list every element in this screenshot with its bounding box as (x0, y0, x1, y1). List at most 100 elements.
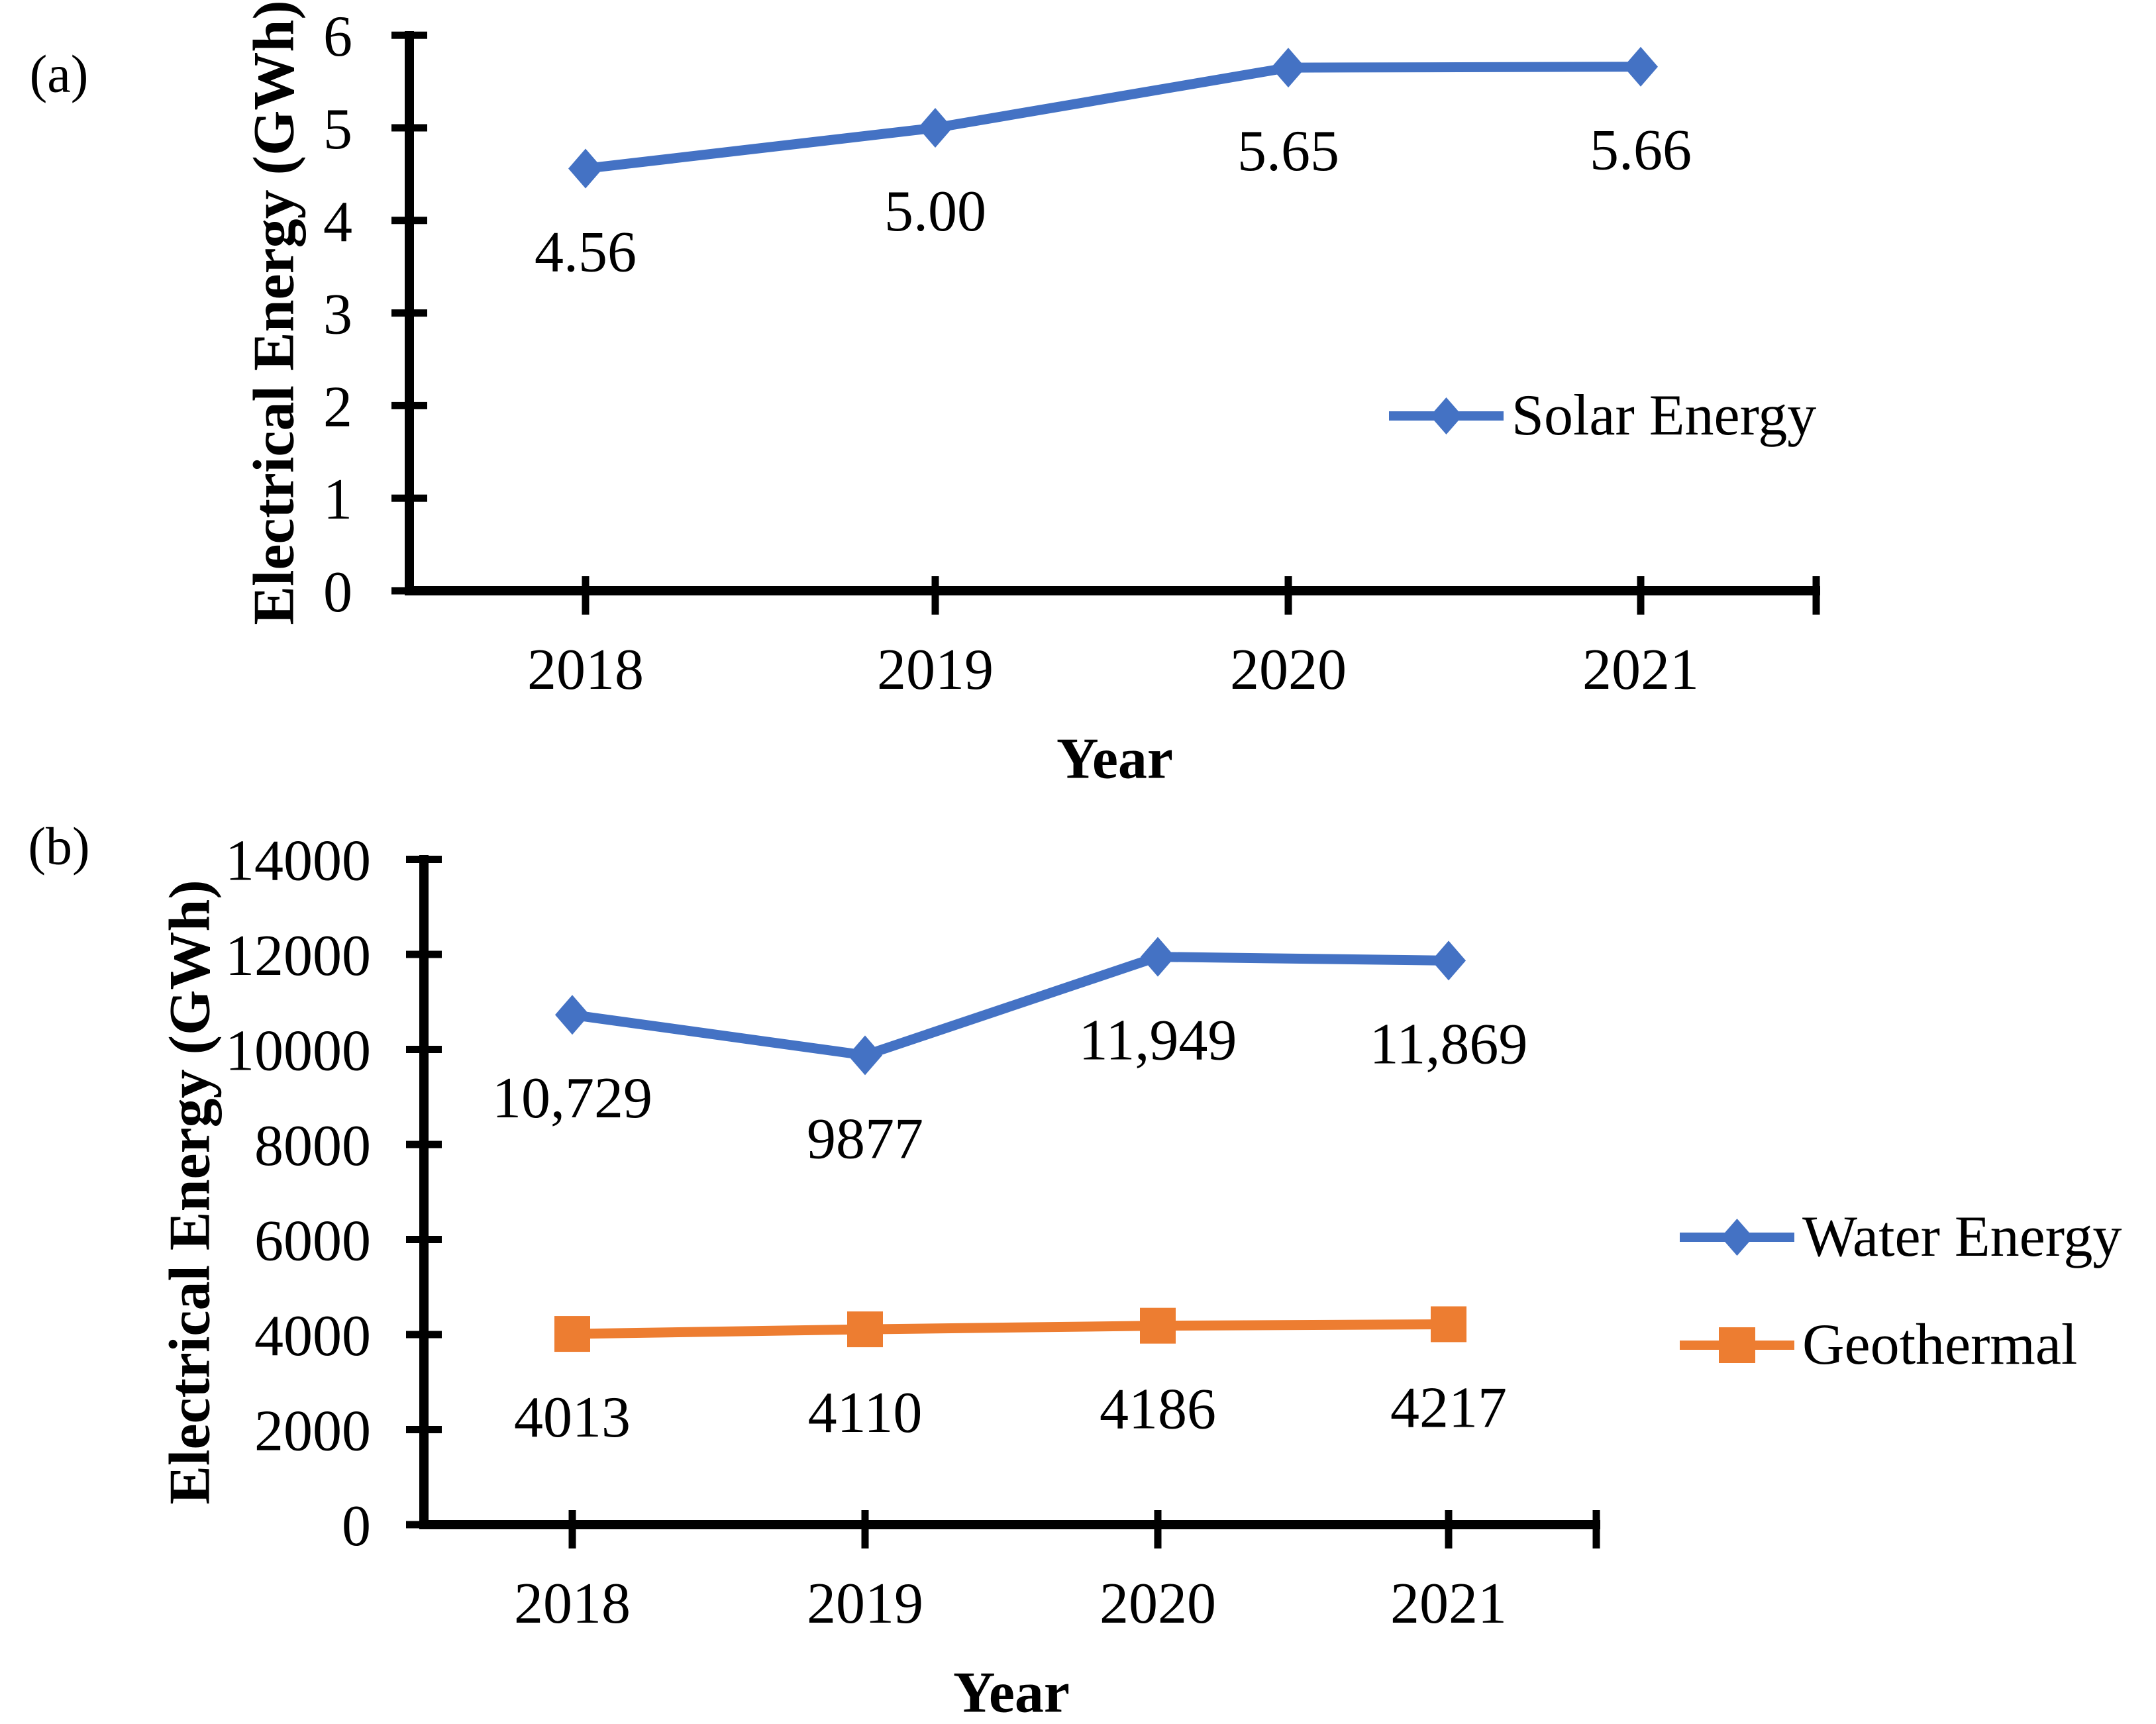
y-tick-b (406, 1046, 442, 1053)
y-tick-label-a: 4 (323, 190, 352, 254)
y-tick-label-b: 2000 (254, 1399, 371, 1464)
data-label: 4186 (1100, 1378, 1216, 1442)
diamond-marker (1141, 937, 1175, 977)
square-marker (554, 1316, 590, 1352)
data-label: 11,949 (1079, 1009, 1237, 1073)
x-tick-label-b: 2021 (1390, 1572, 1507, 1636)
y-tick-label-a: 0 (323, 560, 352, 625)
x-axis-end-tick-a (1812, 576, 1820, 615)
y-tick-a (391, 309, 427, 317)
panel-label-b: (b) (28, 817, 90, 876)
legend-label-water-energy: Water Energy (1802, 1205, 2122, 1269)
x-tick-a (931, 576, 939, 615)
y-tick-label-a: 6 (323, 5, 352, 69)
data-label: 10,729 (492, 1066, 652, 1131)
x-tick-label-b: 2020 (1100, 1572, 1216, 1636)
y-axis-line-b (419, 855, 429, 1529)
square-marker (1140, 1307, 1176, 1344)
x-tick-label-a: 2018 (527, 638, 644, 702)
x-tick-a (1284, 576, 1292, 615)
y-tick-b (406, 950, 442, 958)
x-axis-end-tick-b (1592, 1510, 1600, 1548)
x-axis-title-b: Year (953, 1660, 1070, 1724)
data-label: 4013 (514, 1386, 631, 1450)
legend-label-solar-energy: Solar Energy (1512, 383, 1817, 448)
y-axis-title-a: Electrical Energy (GWh) (242, 0, 307, 625)
x-axis-line-b (419, 1520, 1600, 1529)
y-tick-b (406, 1521, 442, 1529)
x-tick-label-a: 2019 (877, 638, 994, 702)
x-tick-a (1637, 576, 1645, 615)
series-water-energy: 10,729 9877 11,949 11,869 (492, 937, 1528, 1171)
diamond-marker (1623, 46, 1658, 87)
y-tick-label-a: 5 (323, 97, 352, 162)
y-tick-label-b: 8000 (254, 1114, 371, 1178)
y-tick-label-a: 1 (323, 468, 352, 532)
legend-item-solar-energy: Solar Energy (1389, 387, 1816, 445)
x-tick-b (1154, 1510, 1162, 1548)
x-tick-label-b: 2018 (514, 1572, 631, 1636)
y-tick-b (406, 856, 442, 863)
series-line (567, 952, 1454, 1060)
x-tick-b (1445, 1510, 1453, 1548)
y-tick-a (391, 217, 427, 225)
series-line (580, 62, 1646, 174)
x-axis-title-a: Year (1056, 727, 1173, 791)
panel-label-a: (a) (29, 45, 89, 104)
geothermal-square-marker-icon (1680, 1327, 1794, 1363)
series-line (567, 1319, 1454, 1339)
diamond-marker (1271, 48, 1306, 88)
diamond-marker (1431, 940, 1466, 981)
y-tick-b (406, 1236, 442, 1243)
x-axis-line-a (405, 586, 1820, 595)
series-geothermal: 4013 4110 4186 4217 (514, 1306, 1507, 1450)
x-tick-label-b: 2019 (807, 1572, 923, 1636)
y-axis-title-b: Electrical Energy (GWh) (158, 880, 223, 1505)
legend-item-geothermal: Geothermal (1680, 1316, 2077, 1374)
y-tick-b (406, 1331, 442, 1339)
water-energy-diamond-marker-icon (1680, 1219, 1794, 1256)
y-tick-label-b: 12000 (225, 924, 371, 988)
panel-a: 0 1 2 3 4 5 6 2018 2019 2020 2021 4.56 5.00 5.65 5.66 (323, 5, 1820, 702)
data-label: 4.56 (535, 221, 637, 285)
panel-b: 0 2000 4000 6000 8000 10000 12000 14000 2018 2019… (225, 829, 1600, 1636)
y-tick-b (406, 1141, 442, 1148)
legend-label-geothermal: Geothermal (1802, 1313, 2078, 1377)
data-label: 5.65 (1237, 119, 1339, 183)
y-tick-a (391, 124, 427, 132)
y-tick-label-a: 2 (323, 375, 352, 439)
data-label: 5.00 (884, 179, 986, 244)
data-label: 4217 (1390, 1376, 1507, 1440)
y-tick-label-b: 0 (342, 1494, 371, 1558)
y-tick-label-b: 14000 (225, 829, 371, 893)
diamond-marker (918, 108, 952, 148)
data-label: 4110 (808, 1381, 923, 1445)
y-tick-label-a: 3 (323, 283, 352, 347)
y-tick-a (391, 494, 427, 502)
x-tick-b (861, 1510, 869, 1548)
y-tick-label-b: 6000 (254, 1209, 371, 1274)
x-tick-label-a: 2021 (1582, 638, 1699, 702)
diamond-marker (555, 995, 590, 1035)
y-tick-b (406, 1426, 442, 1433)
square-marker (1431, 1306, 1466, 1343)
diamond-marker (568, 148, 603, 189)
y-tick-a (391, 31, 427, 39)
solar-energy-diamond-marker-icon (1389, 397, 1504, 434)
diamond-marker (848, 1035, 882, 1076)
y-tick-a (391, 587, 427, 595)
x-tick-b (568, 1510, 576, 1548)
square-marker (847, 1311, 883, 1348)
y-tick-label-b: 10000 (225, 1019, 371, 1084)
legend-item-water-energy: Water Energy (1680, 1208, 2122, 1266)
series-solar-energy: 4.56 5.00 5.65 5.66 (535, 46, 1692, 285)
x-tick-a (582, 576, 590, 615)
data-label: 9877 (807, 1107, 923, 1171)
data-label: 11,869 (1370, 1012, 1528, 1076)
x-tick-label-a: 2020 (1230, 638, 1347, 702)
data-label: 5.66 (1590, 119, 1692, 183)
y-tick-label-b: 4000 (254, 1304, 371, 1368)
y-tick-a (391, 401, 427, 409)
